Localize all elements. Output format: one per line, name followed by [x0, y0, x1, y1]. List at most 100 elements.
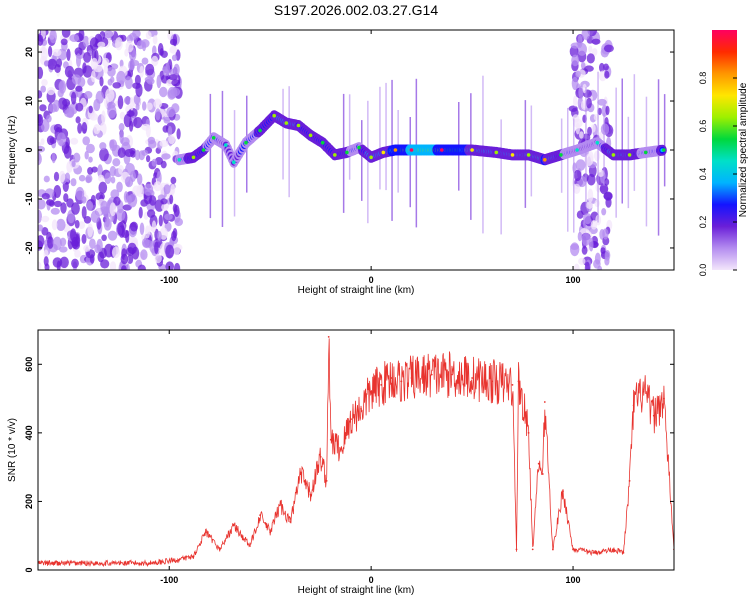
- noise-blob: [141, 123, 151, 131]
- ridge-point: [244, 140, 248, 145]
- noise-blob: [571, 54, 580, 67]
- noise-blob: [63, 193, 69, 203]
- colorbar: 0.0 0.2 0.4 0.6 0.8 Normalized spectral ampl…: [698, 30, 749, 276]
- snr-point: [178, 558, 181, 561]
- noise-blob: [85, 174, 93, 183]
- snr-point: [340, 449, 342, 451]
- noise-blob: [91, 70, 96, 83]
- ridge-point: [369, 155, 373, 160]
- noise-blob: [600, 123, 610, 135]
- noise-blob: [603, 63, 609, 71]
- noise-blob: [38, 114, 44, 126]
- noise-blob: [145, 31, 152, 40]
- noise-blob: [104, 216, 110, 228]
- noise-blob: [142, 101, 147, 111]
- x-tick-label: -100: [160, 575, 178, 585]
- snr-point: [370, 390, 372, 393]
- snr-point: [390, 377, 393, 379]
- noise-blob: [165, 261, 174, 270]
- noise-blob: [107, 67, 116, 77]
- ridge-point: [611, 153, 616, 157]
- noise-blob: [154, 241, 159, 254]
- noise-blob: [47, 236, 54, 249]
- snr-series-line: [38, 338, 674, 568]
- noise-blob: [52, 236, 62, 251]
- noise-blob: [125, 40, 134, 53]
- noise-blob: [74, 219, 80, 229]
- noise-blob: [157, 230, 162, 241]
- noise-blob: [89, 37, 99, 51]
- noise-blob: [38, 261, 42, 270]
- spectrogram-x-ticks: -100 0 100: [160, 30, 581, 285]
- x-tick-label: -100: [160, 275, 178, 285]
- noise-blob: [75, 186, 85, 201]
- noise-blob: [160, 160, 167, 169]
- noise-blob: [109, 139, 115, 149]
- spectrogram-marks: [38, 30, 667, 270]
- noise-blob: [603, 191, 613, 201]
- noise-blob: [156, 74, 162, 89]
- colorbar-tick-label: 0.2: [698, 216, 708, 229]
- smear-mark: [361, 120, 363, 201]
- colorbar-tick-label: 0.6: [698, 120, 708, 133]
- ridge-point: [470, 148, 474, 152]
- noise-blob: [123, 191, 129, 203]
- noise-blob: [77, 122, 83, 134]
- ridge-point: [333, 153, 337, 157]
- noise-blob: [581, 246, 588, 255]
- noise-blob: [83, 244, 91, 252]
- noise-blob: [52, 48, 62, 57]
- noise-blob: [110, 176, 116, 184]
- noise-blob: [171, 54, 178, 62]
- noise-blob: [60, 38, 68, 46]
- noise-blob: [592, 48, 598, 56]
- smear-mark: [621, 78, 623, 204]
- noise-blob: [85, 143, 95, 154]
- ridge-point: [662, 148, 666, 152]
- noise-blob: [166, 107, 176, 118]
- noise-blob: [172, 203, 178, 213]
- noise-blob: [38, 235, 45, 248]
- snr-point: [517, 380, 520, 383]
- noise-blob: [137, 264, 146, 270]
- ridge-point: [595, 140, 600, 145]
- snr-point: [592, 552, 595, 554]
- snr-point: [531, 548, 534, 551]
- noise-blob: [70, 137, 79, 145]
- noise-blob: [176, 128, 181, 140]
- noise-blob: [594, 199, 600, 208]
- smear-mark: [500, 119, 502, 235]
- noise-blob: [58, 81, 65, 92]
- noise-blob: [49, 30, 57, 44]
- noise-blob: [116, 208, 126, 222]
- noise-blob: [47, 58, 57, 70]
- noise-blob: [577, 231, 583, 242]
- noise-blob: [99, 76, 104, 87]
- ridge-point: [510, 153, 515, 157]
- noise-blob: [573, 263, 580, 270]
- noise-blob: [132, 185, 141, 197]
- noise-blob: [163, 184, 171, 195]
- noise-blob: [89, 113, 98, 121]
- snr-point: [232, 524, 235, 527]
- ridge-point: [381, 150, 386, 155]
- noise-blob: [98, 181, 108, 194]
- noise-blob: [597, 169, 605, 177]
- noise-blob: [140, 249, 148, 261]
- noise-blob: [107, 230, 118, 241]
- ridge-point: [177, 158, 182, 162]
- snr-point: [632, 404, 635, 407]
- noise-blob: [117, 221, 125, 236]
- noise-blob: [586, 97, 592, 109]
- noise-blob: [587, 126, 592, 136]
- noise-blob: [76, 53, 81, 68]
- snr-point: [642, 390, 645, 393]
- noise-blob: [90, 57, 98, 70]
- noise-blob: [119, 59, 124, 68]
- noise-blob: [159, 139, 169, 148]
- noise-blob: [597, 98, 607, 106]
- snr-point: [471, 377, 473, 379]
- noise-blob: [115, 37, 123, 51]
- ridge-point: [232, 160, 236, 164]
